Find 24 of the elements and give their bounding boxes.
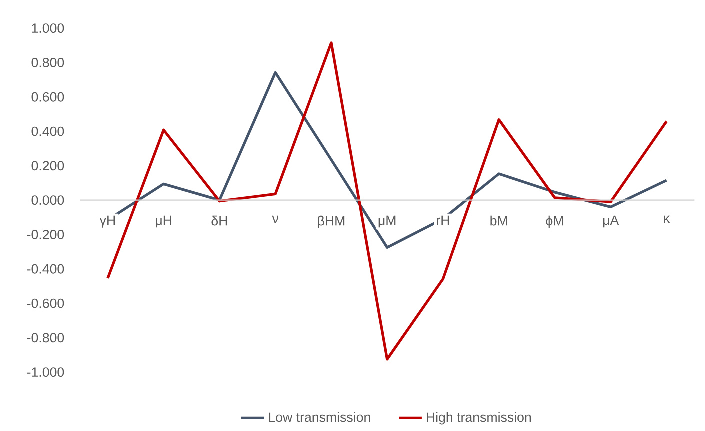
y-tick-label: 0.000 [32,196,64,206]
x-tick-label: δH [212,216,228,226]
x-tick-label: γH [100,216,116,228]
y-tick-label: -0.200 [27,230,64,240]
x-tick-label: βHM [318,216,345,228]
x-tick-label: κ [664,216,670,223]
x-tick-label: rH [437,216,450,226]
y-tick-label: 0.800 [32,58,64,68]
y-tick-label: 0.200 [32,161,64,171]
x-tick-label: μM [378,216,396,228]
y-tick-label: -0.800 [27,333,64,343]
x-tick-label: μA [603,216,620,228]
y-tick-label: -1.000 [27,368,64,378]
y-tick-label: 0.600 [32,92,64,102]
y-tick-label: -0.600 [27,298,64,308]
y-tick-label: 1.000 [32,24,64,34]
x-tick-label: bM [490,216,508,226]
legend-label: Low transmission [269,412,370,422]
x-tick-label: ϕM [546,216,564,228]
legend-label: High transmission [427,412,532,425]
y-tick-label: -0.400 [27,264,64,274]
x-tick-label: μH [156,216,172,228]
y-tick-label: 0.400 [32,126,64,136]
x-tick-label: ν [272,216,278,223]
